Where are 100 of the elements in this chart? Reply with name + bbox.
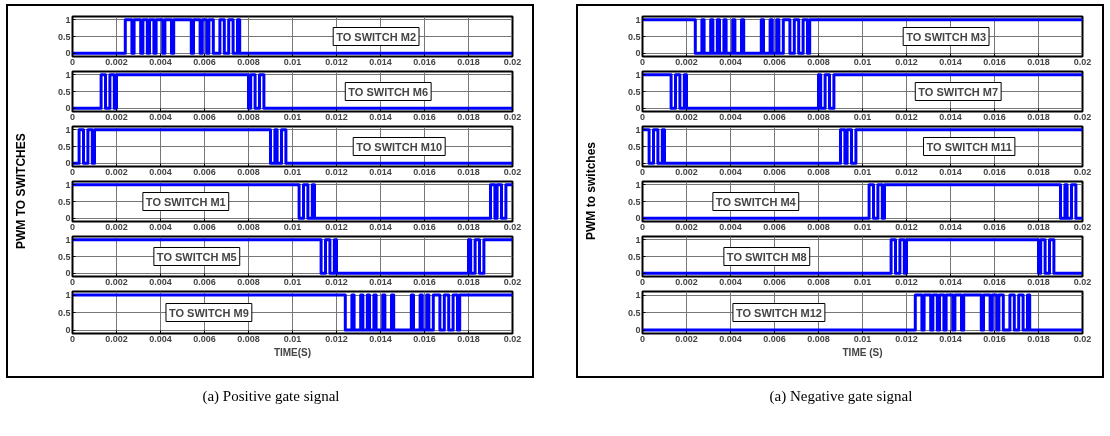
- x-tick-label: 0.002: [675, 333, 698, 344]
- x-tick-label: 0.008: [237, 111, 260, 122]
- x-tick-label: 0.004: [149, 221, 172, 232]
- annotation: TO SWITCH M9: [168, 306, 249, 319]
- y-tick-label: 0: [635, 103, 641, 114]
- x-tick-label: 0.012: [325, 333, 348, 344]
- y-tick-label: 0: [635, 158, 641, 169]
- y-tick-label: 0.5: [57, 141, 71, 152]
- x-tick-label: 0.016: [983, 166, 1006, 177]
- x-tick-label: 0.016: [983, 221, 1006, 232]
- y-tick-label: 1: [635, 124, 641, 135]
- x-tick-label: 0.012: [895, 221, 918, 232]
- y-tick-label: 0: [65, 48, 71, 59]
- annotation: TO SWITCH M8: [726, 250, 807, 263]
- x-tick-label: 0.01: [853, 221, 872, 232]
- x-tick-label: 0.02: [503, 56, 522, 67]
- x-tick-label: 0.002: [105, 166, 128, 177]
- x-tick-label: 0.02: [1073, 276, 1092, 287]
- x-tick-label: 0.01: [853, 333, 872, 344]
- x-tick-label: 0.018: [1027, 166, 1050, 177]
- x-tick-label: 0.01: [853, 276, 872, 287]
- x-tick-label: 0.012: [895, 166, 918, 177]
- y-tick-label: 0.5: [57, 307, 71, 318]
- x-tick-label: 0.012: [895, 276, 918, 287]
- x-tick-label: 0.006: [193, 221, 216, 232]
- x-tick-label: 0.006: [193, 111, 216, 122]
- annotation: TO SWITCH M2: [336, 30, 417, 43]
- x-tick-label: 0.004: [719, 56, 742, 67]
- y-tick-label: 1: [635, 69, 641, 80]
- y-tick-label: 0.5: [57, 196, 71, 207]
- x-tick-label: 0.01: [283, 111, 302, 122]
- y-tick-label: 1: [635, 14, 641, 25]
- x-tick-label: 0.008: [807, 166, 830, 177]
- x-tick-label: 0.008: [807, 276, 830, 287]
- x-tick-label: 0.018: [457, 333, 480, 344]
- y-tick-label: 1: [65, 179, 71, 190]
- x-tick-label: 0.008: [237, 166, 260, 177]
- x-tick-label: 0.014: [939, 333, 962, 344]
- x-tick-label: 0.016: [983, 111, 1006, 122]
- x-tick-label: 0.014: [939, 111, 962, 122]
- y-tick-label: 0.5: [57, 31, 71, 42]
- x-tick-label: 0.018: [457, 166, 480, 177]
- x-tick-label: 0.016: [413, 333, 436, 344]
- x-tick-label: 0.018: [457, 221, 480, 232]
- y-axis-title: PWM to switches: [583, 142, 599, 241]
- y-axis-title: PWM TO SWITCHES: [13, 133, 29, 249]
- x-tick-label: 0.014: [369, 276, 392, 287]
- x-tick-label: 0.018: [457, 276, 480, 287]
- x-tick-label: 0.016: [413, 111, 436, 122]
- x-tick-label: 0.012: [895, 333, 918, 344]
- x-tick-label: 0.004: [719, 333, 742, 344]
- x-tick-label: 0.014: [369, 166, 392, 177]
- x-tick-label: 0.02: [1073, 111, 1092, 122]
- x-tick-label: 0.018: [1027, 333, 1050, 344]
- x-tick-label: 0.016: [413, 276, 436, 287]
- x-tick-label: 0.008: [807, 56, 830, 67]
- x-tick-label: 0.014: [369, 333, 392, 344]
- annotation: TO SWITCH M4: [715, 195, 797, 208]
- x-tick-label: 0.012: [895, 56, 918, 67]
- x-tick-label: 0.002: [105, 111, 128, 122]
- x-axis-title: TIME (S): [842, 346, 883, 358]
- x-tick-label: 0.01: [283, 333, 302, 344]
- x-tick-label: 0.006: [763, 333, 786, 344]
- x-tick-label: 0.006: [763, 111, 786, 122]
- x-tick-label: 0.014: [939, 221, 962, 232]
- x-tick-label: 0.006: [193, 166, 216, 177]
- x-tick-label: 0.014: [369, 221, 392, 232]
- x-tick-label: 0.002: [675, 111, 698, 122]
- x-tick-label: 0.008: [237, 276, 260, 287]
- x-tick-label: 0.004: [149, 56, 172, 67]
- x-tick-label: 0.018: [1027, 276, 1050, 287]
- x-tick-label: 0.012: [325, 56, 348, 67]
- x-axis-title: TIME(S): [273, 346, 312, 358]
- x-tick-label: 0.014: [369, 56, 392, 67]
- x-tick-label: 0.01: [283, 166, 302, 177]
- y-tick-label: 1: [65, 234, 71, 245]
- x-tick-label: 0.012: [325, 221, 348, 232]
- y-tick-label: 1: [65, 14, 71, 25]
- x-tick-label: 0.012: [325, 276, 348, 287]
- x-tick-label: 0.018: [457, 111, 480, 122]
- x-tick-label: 0.006: [193, 276, 216, 287]
- x-tick-label: 0.008: [807, 221, 830, 232]
- y-tick-label: 0: [635, 48, 641, 59]
- y-tick-label: 1: [65, 69, 71, 80]
- x-tick-label: 0.008: [237, 56, 260, 67]
- annotation: TO SWITCH M1: [145, 195, 226, 208]
- y-tick-label: 0: [635, 325, 641, 335]
- x-tick-label: 0.02: [503, 111, 522, 122]
- y-tick-label: 1: [65, 290, 71, 300]
- x-tick-label: 0.01: [853, 166, 872, 177]
- y-tick-label: 0.5: [57, 86, 71, 97]
- y-tick-label: 0: [65, 268, 71, 279]
- x-tick-label: 0.016: [413, 221, 436, 232]
- x-tick-label: 0.002: [105, 276, 128, 287]
- x-tick-label: 0.016: [983, 333, 1006, 344]
- x-tick-label: 0.018: [1027, 56, 1050, 67]
- x-tick-label: 0.016: [413, 56, 436, 67]
- x-tick-label: 0.02: [503, 276, 522, 287]
- x-tick-label: 0.01: [283, 276, 302, 287]
- y-tick-label: 1: [635, 234, 641, 245]
